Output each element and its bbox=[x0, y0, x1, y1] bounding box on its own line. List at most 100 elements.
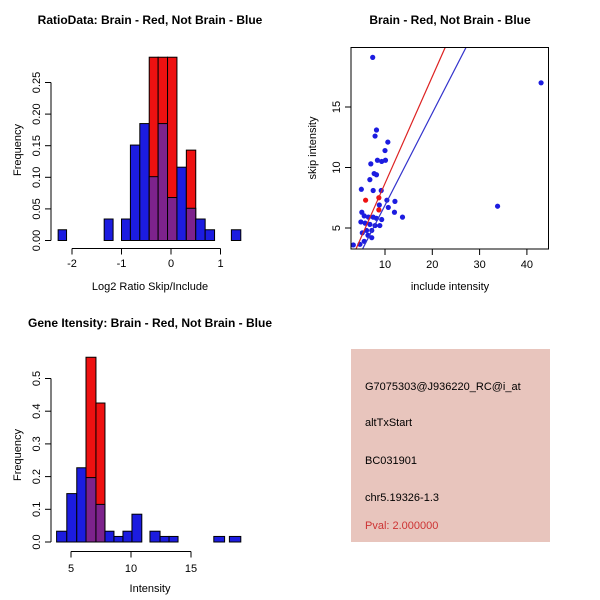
hist-bar-blue bbox=[176, 166, 187, 241]
scatter-point-red bbox=[363, 197, 369, 203]
scatter-point-blue bbox=[373, 127, 380, 133]
scatter-xlabel: include intensity bbox=[410, 281, 490, 293]
y-tick-label: 0.15 bbox=[31, 135, 43, 156]
scatter-point-blue bbox=[358, 186, 364, 192]
gene-histogram-xlabel: Intensity bbox=[129, 583, 171, 595]
hist-bar-overlap bbox=[157, 123, 169, 241]
scatter-point-blue bbox=[392, 198, 398, 204]
ratio-histogram-plot: 0.00 0.05 0.10 0.15 0.20 0.25 -2 -1 0 1 bbox=[31, 56, 242, 270]
x-tick-label: 5 bbox=[68, 563, 74, 575]
hist-bar-blue bbox=[230, 229, 242, 241]
hist-bar-blue bbox=[57, 229, 68, 241]
hist-bar-overlap bbox=[167, 197, 178, 242]
pval-text: Pval: 2.000000 bbox=[365, 520, 439, 532]
hist-bar-overlap bbox=[185, 207, 197, 242]
hist-bar-blue bbox=[76, 467, 87, 543]
y-tick-label: 10 bbox=[331, 161, 343, 173]
scatter-point-blue bbox=[367, 177, 373, 183]
hist-bar-blue bbox=[195, 218, 206, 241]
x-tick-label: -1 bbox=[117, 258, 127, 270]
y-tick-label: 0.5 bbox=[31, 371, 43, 386]
y-tick-label: 0.0 bbox=[31, 534, 43, 549]
scatter-point-blue bbox=[373, 172, 380, 178]
hist-bar-blue bbox=[66, 493, 78, 543]
scatter-point-blue bbox=[494, 203, 501, 209]
x-tick-label: 1 bbox=[217, 258, 223, 270]
scatter-point-blue bbox=[379, 216, 385, 223]
hist-bar-blue bbox=[159, 535, 170, 543]
scatter-point-red bbox=[376, 207, 382, 213]
hist-bar-blue bbox=[213, 535, 226, 543]
x-tick-label: 10 bbox=[125, 563, 137, 575]
y-tick-label: 0.05 bbox=[31, 198, 43, 219]
fit-lines bbox=[355, 47, 467, 249]
scatter-point-blue bbox=[368, 161, 374, 167]
scatter-title: Brain - Red, Not Brain - Blue bbox=[369, 13, 531, 27]
plot-box bbox=[350, 47, 549, 250]
ratio-histogram-panel: RatioData: Brain - Red, Not Brain - Blue… bbox=[0, 0, 300, 300]
y-tick-label: 0.1 bbox=[31, 502, 43, 517]
y-tick-label: 0.4 bbox=[31, 404, 43, 419]
scatter-point-blue bbox=[382, 157, 389, 163]
x-tick-label: 40 bbox=[521, 259, 533, 271]
intensity-scatter-panel: Brain - Red, Not Brain - Blue skip inten… bbox=[300, 0, 600, 300]
scatter-point-blue bbox=[538, 80, 544, 86]
y-tick-label: 15 bbox=[331, 101, 343, 113]
gene-info-box: G7075303@J936220_RC@i_at altTxStart BC03… bbox=[351, 349, 550, 542]
accession-text: BC031901 bbox=[365, 455, 417, 467]
hist-bar-overlap bbox=[85, 477, 97, 543]
gene-histogram-title: Gene Itensity: Brain - Red, Not Brain - … bbox=[27, 316, 273, 330]
hist-bar-blue bbox=[113, 535, 124, 543]
y-tick-label: 5 bbox=[331, 225, 343, 231]
fit-line-red bbox=[355, 47, 446, 249]
event-type-text: altTxStart bbox=[365, 417, 413, 429]
x-tick-label: 30 bbox=[473, 259, 485, 271]
hist-bar-blue bbox=[149, 530, 161, 543]
locus-text: chr5.19326-1.3 bbox=[365, 492, 439, 504]
gene-histogram-plot: 0.0 0.1 0.2 0.3 0.4 0.5 5 10 15 bbox=[31, 356, 242, 575]
scatter-point-blue bbox=[370, 187, 376, 194]
scatter-point-blue bbox=[361, 213, 367, 219]
y-tick-label: 0.25 bbox=[31, 72, 43, 93]
x-tick-label: -2 bbox=[67, 258, 77, 270]
hist-bar-blue bbox=[131, 513, 143, 543]
hist-bar-blue bbox=[122, 530, 133, 543]
gene-intensity-histogram-panel: Gene Itensity: Brain - Red, Not Brain - … bbox=[0, 300, 300, 600]
hist-bar-blue bbox=[103, 218, 114, 241]
scatter-point-blue bbox=[385, 139, 391, 145]
ratio-histogram-xlabel: Log2 Ratio Skip/Include bbox=[91, 281, 209, 293]
hist-bar-blue bbox=[104, 530, 115, 543]
hist-bar-blue bbox=[56, 530, 68, 543]
scatter-point-blue bbox=[399, 214, 406, 220]
y-tick-label: 0.10 bbox=[31, 167, 43, 188]
y-tick-label: 0.00 bbox=[31, 230, 43, 251]
hist-bar-overlap bbox=[95, 503, 106, 543]
scatter-point-blue bbox=[367, 221, 373, 227]
scatter-point-blue bbox=[391, 209, 398, 215]
scatter-point-blue bbox=[370, 54, 376, 60]
probe-id-text: G7075303@J936220_RC@i_at bbox=[365, 381, 521, 393]
hist-bar-blue bbox=[139, 123, 150, 241]
hist-bar-overlap bbox=[148, 176, 159, 241]
scatter-point-blue bbox=[374, 157, 381, 163]
x-tick-label: 10 bbox=[379, 259, 391, 271]
hist-bar-blue bbox=[121, 218, 131, 241]
x-tick-label: 20 bbox=[426, 259, 438, 271]
hist-bar-blue bbox=[204, 229, 216, 241]
fit-line-blue bbox=[362, 47, 467, 249]
scatter-point-blue bbox=[358, 219, 364, 225]
scatter-plot: 10 20 30 40 5 10 15 bbox=[331, 47, 549, 271]
scatter-point-blue bbox=[385, 204, 391, 211]
hist-bar-blue bbox=[228, 535, 242, 543]
x-tick-label: 15 bbox=[185, 563, 197, 575]
hist-bar-blue bbox=[168, 535, 179, 543]
scatter-point-blue bbox=[369, 235, 375, 241]
scatter-point-blue bbox=[376, 202, 382, 208]
x-tick-label: 0 bbox=[168, 258, 174, 270]
ratio-histogram-title: RatioData: Brain - Red, Not Brain - Blue bbox=[37, 13, 263, 27]
y-tick-label: 0.3 bbox=[31, 436, 43, 451]
scatter-point-blue bbox=[372, 133, 378, 139]
scatter-point-blue bbox=[382, 147, 388, 154]
hist-bar-blue bbox=[129, 144, 141, 241]
